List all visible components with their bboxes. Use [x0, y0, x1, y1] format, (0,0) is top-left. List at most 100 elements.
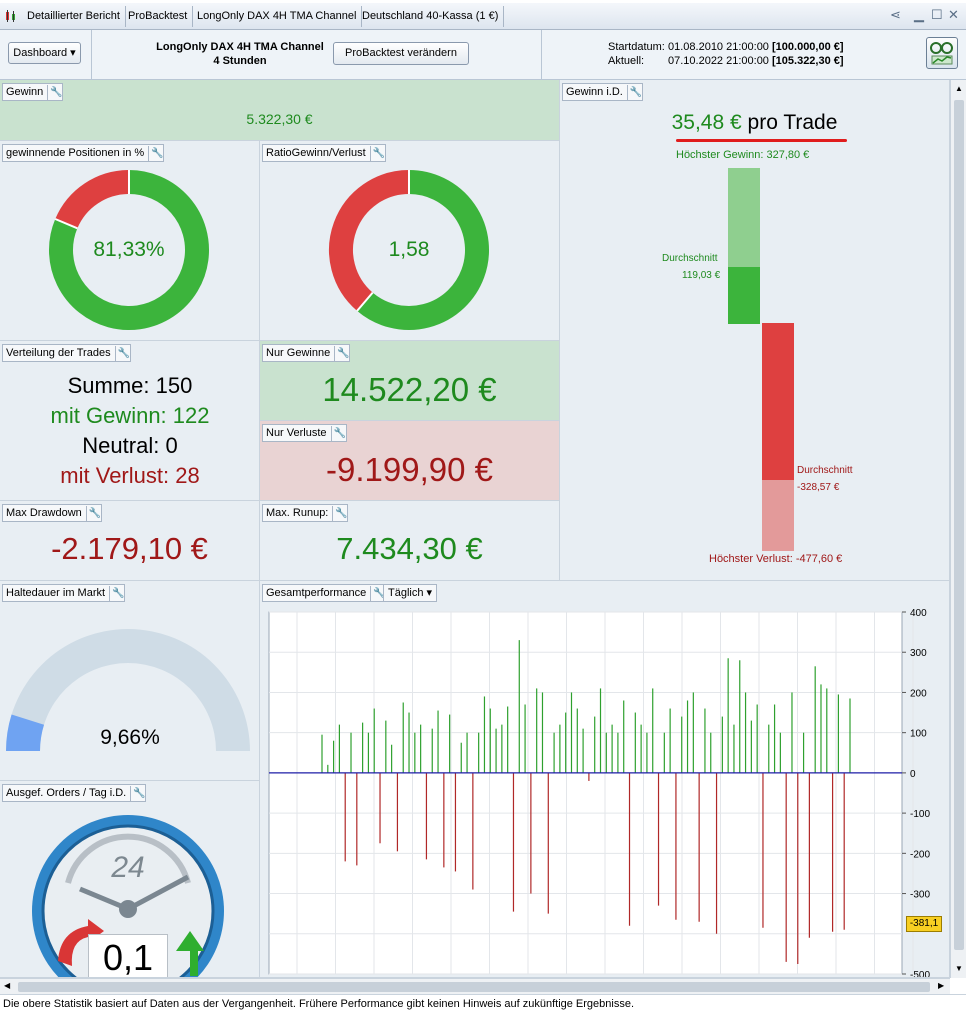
- panel-title: Ausgef. Orders / Tag i.D. 🔧: [2, 784, 147, 802]
- close-icon[interactable]: ✕: [948, 7, 959, 22]
- disclaimer: Die obere Statistik basiert auf Daten au…: [0, 994, 966, 1012]
- share-icon[interactable]: ⋖: [890, 7, 901, 22]
- maximize-icon[interactable]: ☐: [931, 7, 943, 22]
- trade-distribution-panel: Verteilung der Trades 🔧 Summe: 150 mit Ge…: [0, 341, 260, 501]
- panel-title: Gewinn i.D. 🔧: [562, 83, 643, 101]
- dashboard-dropdown[interactable]: Dashboard ▾: [8, 42, 81, 64]
- performance-chart[interactable]: 400 300 200 100 0 -100 -200 -300 -500: [260, 608, 950, 978]
- wrench-icon[interactable]: 🔧: [332, 506, 348, 522]
- y-tick-label: -100: [910, 809, 930, 820]
- only-gains-panel: Nur Gewinne 🔧 14.522,20 €: [260, 341, 560, 421]
- scroll-up-icon[interactable]: ▲: [955, 84, 963, 93]
- wrench-icon[interactable]: 🔧: [369, 146, 385, 162]
- scroll-left-icon[interactable]: ◀: [4, 981, 11, 990]
- orders-value: 0,1: [102, 937, 154, 978]
- holding-time-panel: Haltedauer im Markt 🔧 9,66%: [0, 581, 260, 781]
- wrench-icon[interactable]: 🔧: [85, 506, 101, 522]
- per-trade-label: pro Trade: [747, 111, 838, 134]
- wrench-icon[interactable]: 🔧: [334, 346, 350, 362]
- donut-divider: [356, 291, 374, 312]
- vertical-scrollbar[interactable]: ▲ ▼: [950, 80, 966, 978]
- period-dropdown[interactable]: Täglich ▾: [383, 584, 438, 602]
- ratio-panel: RatioGewinn/Verlust 🔧 1,58: [260, 141, 560, 341]
- scroll-thumb[interactable]: [954, 100, 964, 950]
- strategy-title: LongOnly DAX 4H TMA Channel 4 Stunden: [140, 40, 340, 68]
- panel-title-text: Max. Runup:: [266, 507, 329, 519]
- panel-title-text: Max Drawdown: [6, 507, 82, 519]
- modify-backtest-button[interactable]: ProBacktest verändern: [333, 42, 469, 65]
- gauge-track: [6, 629, 250, 751]
- panel-title-text: Haltedauer im Markt: [6, 587, 106, 599]
- tab-instrument[interactable]: Deutschland 40-Kassa (1 €): [357, 6, 505, 27]
- avg-loss-label: Durchschnitt: [797, 465, 853, 476]
- only-losses-panel: Nur Verluste 🔧 -9.199,90 €: [260, 421, 560, 501]
- y-tick-label: 200: [910, 688, 927, 699]
- chevron-down-icon: ▾: [70, 47, 76, 59]
- divider: [541, 30, 542, 80]
- wrench-icon[interactable]: 🔧: [370, 586, 386, 602]
- tab-probacktest[interactable]: ProBacktest: [123, 6, 194, 27]
- panel-title: Verteilung der Trades 🔧: [2, 344, 131, 362]
- panel-title-text: Gewinn: [6, 86, 44, 98]
- start-capital: [100.000,00 €]: [772, 41, 844, 53]
- panel-title: Gesamtperformance 🔧: [262, 584, 387, 602]
- chevron-down-icon: ▾: [426, 587, 433, 599]
- wrench-icon[interactable]: 🔧: [626, 85, 642, 101]
- win-percentage-donut: [49, 170, 209, 330]
- wrench-icon[interactable]: 🔧: [130, 786, 146, 802]
- plot-area: [268, 611, 903, 975]
- donut-green-segment: [49, 170, 209, 330]
- panel-title-text: Ausgef. Orders / Tag i.D.: [6, 787, 127, 799]
- scroll-right-icon[interactable]: ▶: [938, 981, 945, 990]
- panel-title-text: Verteilung der Trades: [6, 347, 111, 359]
- wrench-icon[interactable]: 🔧: [47, 85, 63, 101]
- tab-strategy[interactable]: LongOnly DAX 4H TMA Channel: [192, 6, 363, 27]
- orders-panel: Ausgef. Orders / Tag i.D. 🔧 24 0,1: [0, 781, 260, 978]
- only-gains-value: 14.522,20 €: [322, 371, 497, 408]
- start-date: 01.08.2010 21:00:00: [668, 41, 769, 53]
- panel-title-text: gewinnende Positionen in %: [6, 147, 145, 159]
- max-loss-bar: [762, 480, 794, 551]
- strategy-name: LongOnly DAX 4H TMA Channel: [156, 41, 324, 53]
- current-value-marker: -381,1: [906, 916, 942, 932]
- donut-divider: [54, 218, 78, 230]
- holding-time-value: 9,66%: [100, 726, 160, 749]
- ratio-donut: [329, 170, 489, 330]
- panel-title-text: Gewinn i.D.: [566, 86, 623, 98]
- current-capital: [105.322,30 €]: [772, 55, 844, 67]
- distribution-win: mit Gewinn: 122: [50, 403, 210, 428]
- max-runup-panel: Max. Runup: 🔧 7.434,30 €: [260, 501, 560, 581]
- distribution-list: Summe: 150 mit Gewinn: 122 Neutral: 0 mi…: [0, 371, 259, 491]
- report-header: Dashboard ▾ LongOnly DAX 4H TMA Channel …: [0, 30, 966, 80]
- tab-detailed-report[interactable]: Detaillierter Bericht: [22, 6, 126, 27]
- win-percentage-panel: gewinnende Positionen in % 🔧 81,33%: [0, 141, 260, 341]
- wrench-icon[interactable]: 🔧: [109, 586, 125, 602]
- per-trade-underline: [676, 139, 847, 142]
- holding-time-gauge: [6, 629, 250, 751]
- horizontal-scrollbar[interactable]: ◀ ▶: [0, 978, 950, 994]
- candlestick-icon: [4, 9, 18, 23]
- y-tick-label: 300: [910, 648, 927, 659]
- max-drawdown-panel: Max Drawdown 🔧 -2.179,10 €: [0, 501, 260, 581]
- y-tick-label: 400: [910, 608, 927, 619]
- avg-loss-bar: [762, 323, 794, 480]
- date-range: Startdatum: 01.08.2010 21:00:00 [100.000,0…: [608, 40, 844, 68]
- max-drawdown-value: -2.179,10 €: [51, 531, 208, 566]
- scroll-down-icon[interactable]: ▼: [955, 964, 963, 973]
- y-tick-label: -500: [910, 970, 930, 978]
- y-tick-label: -300: [910, 890, 930, 901]
- minimize-icon[interactable]: ▁: [914, 7, 924, 22]
- report-icon[interactable]: [926, 37, 958, 69]
- per-trade-value: 35,48 €: [671, 111, 742, 134]
- wrench-icon[interactable]: 🔧: [330, 426, 346, 442]
- strategy-timeframe: 4 Stunden: [213, 55, 267, 67]
- panel-title: Haltedauer im Markt 🔧: [2, 584, 126, 602]
- distribution-neutral: Neutral: 0: [82, 433, 178, 458]
- avg-gain-label: Durchschnitt: [662, 253, 718, 264]
- panel-title: Max. Runup: 🔧: [262, 504, 349, 522]
- wrench-icon[interactable]: 🔧: [148, 146, 164, 162]
- panel-title-text: Nur Verluste: [266, 427, 327, 439]
- gauge-fill: [6, 714, 45, 751]
- scroll-thumb[interactable]: [18, 982, 930, 992]
- wrench-icon[interactable]: 🔧: [114, 346, 130, 362]
